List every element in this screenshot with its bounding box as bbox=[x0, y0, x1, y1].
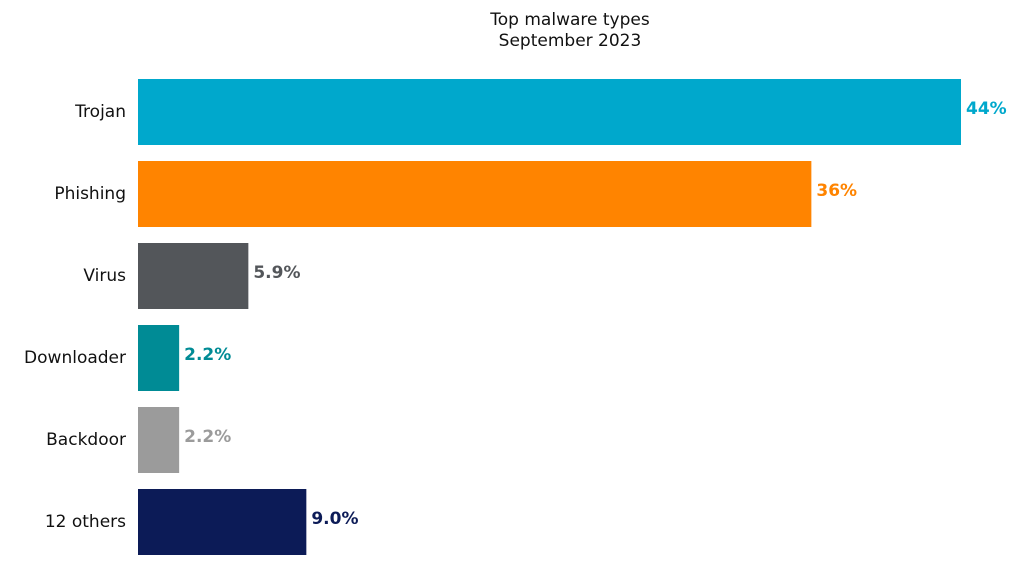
bar-5 bbox=[138, 489, 307, 555]
category-label-4: Backdoor bbox=[46, 430, 126, 450]
bar-4 bbox=[138, 407, 180, 473]
data-label-2: 5.9% bbox=[253, 263, 300, 283]
category-label-0: Trojan bbox=[74, 102, 126, 122]
category-label-1: Phishing bbox=[54, 184, 126, 204]
bar-0 bbox=[138, 79, 961, 145]
chart-title-block: Top malware types September 2023 bbox=[0, 10, 1024, 52]
category-label-2: Virus bbox=[83, 266, 126, 286]
data-label-5: 9.0% bbox=[311, 509, 358, 529]
data-label-4: 2.2% bbox=[184, 427, 231, 447]
bar-1 bbox=[138, 161, 812, 227]
chart-subtitle: September 2023 bbox=[498, 31, 642, 51]
bar-2 bbox=[138, 243, 249, 309]
data-label-3: 2.2% bbox=[184, 345, 231, 365]
data-label-0: 44% bbox=[966, 99, 1007, 119]
bar-3 bbox=[138, 325, 180, 391]
category-label-5: 12 others bbox=[45, 512, 126, 532]
category-label-3: Downloader bbox=[24, 348, 126, 368]
data-label-1: 36% bbox=[816, 181, 857, 201]
chart-title: Top malware types bbox=[490, 10, 650, 30]
